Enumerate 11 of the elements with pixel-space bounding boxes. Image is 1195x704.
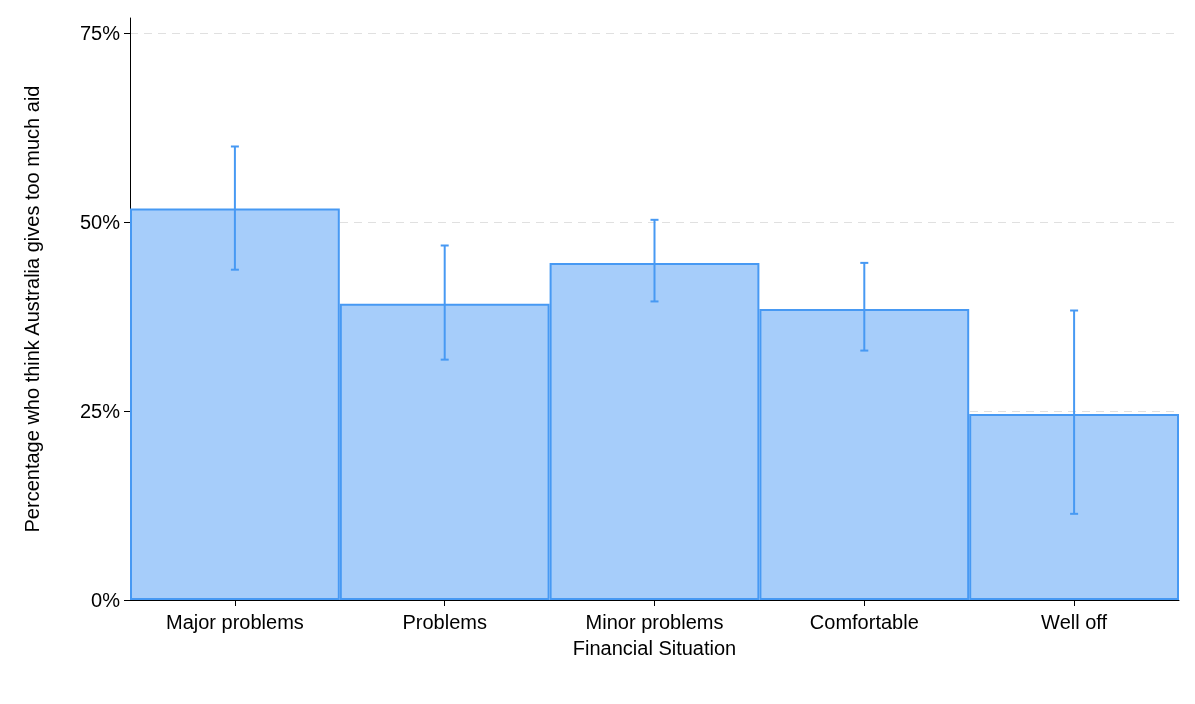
y-axis-title: Percentage who think Australia gives too much aid <box>21 85 43 533</box>
x-tick-label: Problems <box>402 611 487 633</box>
x-tick-label: Well off <box>1041 611 1108 633</box>
y-tick-label: 75% <box>79 22 121 45</box>
y-tick-label: 0% <box>91 589 121 611</box>
y-tick-label: 25% <box>79 400 121 423</box>
y-tick-label: 50% <box>79 211 121 234</box>
x-tick-label: Major problems <box>165 611 304 633</box>
x-tick-label: Comfortable <box>809 611 919 633</box>
x-tick-label: Minor problems <box>585 611 724 633</box>
x-axis-title: Financial Situation <box>572 637 737 659</box>
